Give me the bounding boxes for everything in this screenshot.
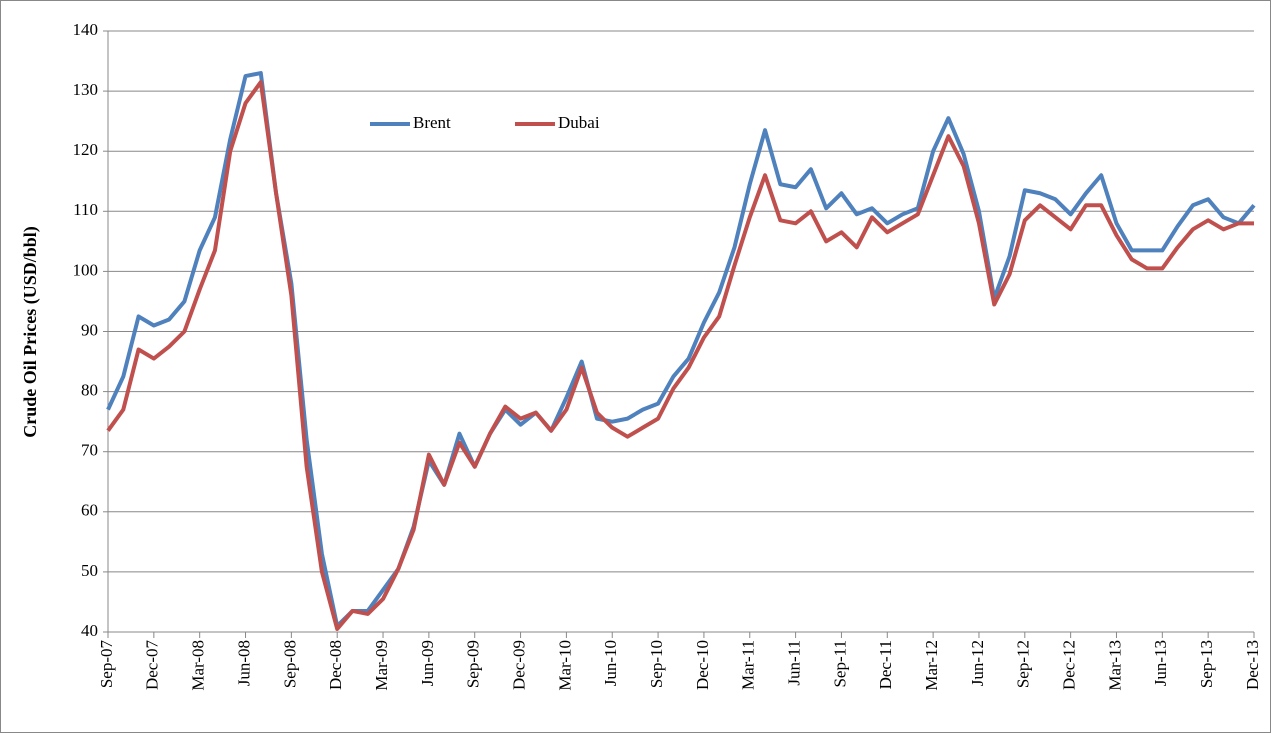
x-tick-label: Sep-09 [464,640,483,688]
x-tick-label: Dec-07 [143,640,162,691]
x-tick-label: Sep-08 [280,640,299,688]
x-tick-label: Dec-10 [693,640,712,690]
x-tick-label: Jun-08 [234,640,253,686]
x-tick-label: Mar-13 [1105,640,1124,691]
x-tick-label: Mar-08 [189,640,208,691]
x-tick-label: Jun-13 [1151,640,1170,686]
y-tick-label: 100 [73,260,99,279]
x-tick-label: Jun-09 [418,640,437,686]
y-tick-label: 80 [81,381,98,400]
x-tick-label: Dec-11 [876,640,895,689]
x-tick-label: Dec-08 [326,640,345,690]
x-tick-label: Sep-12 [1014,640,1033,688]
x-tick-label: Mar-12 [922,640,941,691]
y-tick-label: 60 [81,501,98,520]
y-axis-label: Crude Oil Prices (USD/bbl) [20,226,41,438]
y-tick-label: 120 [73,140,99,159]
y-tick-label: 40 [81,621,98,640]
y-tick-label: 140 [73,20,99,39]
y-tick-label: 130 [73,80,99,99]
x-tick-label: Sep-07 [97,640,116,689]
legend-label: Brent [413,113,451,132]
y-tick-label: 50 [81,561,98,580]
x-tick-label: Mar-09 [372,640,391,691]
y-tick-label: 70 [81,441,98,460]
x-tick-label: Dec-13 [1243,640,1262,690]
x-tick-label: Jun-11 [785,640,804,686]
x-tick-label: Jun-12 [968,640,987,686]
x-tick-label: Mar-11 [739,640,758,690]
x-tick-label: Dec-09 [509,640,528,690]
x-tick-label: Mar-10 [555,640,574,691]
x-tick-label: Jun-10 [601,640,620,686]
x-tick-label: Dec-12 [1060,640,1079,690]
series-line [106,80,1254,631]
y-tick-label: 110 [73,200,98,219]
y-tick-label: 90 [81,320,98,339]
x-tick-label: Sep-11 [830,640,849,688]
x-tick-label: Sep-13 [1197,640,1216,688]
legend-label: Dubai [558,113,600,132]
x-tick-label: Sep-10 [647,640,666,688]
